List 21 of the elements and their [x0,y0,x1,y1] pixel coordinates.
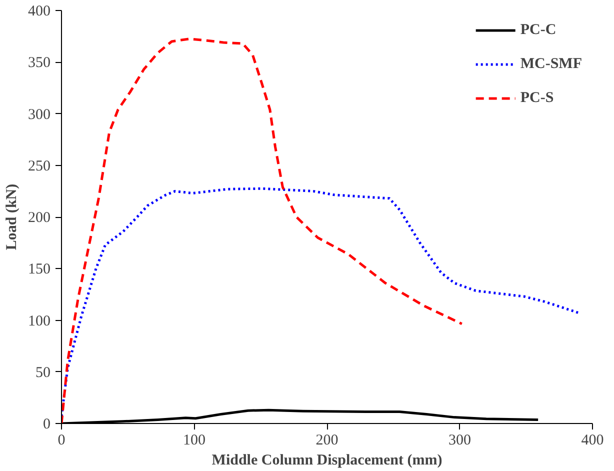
x-tick-label: 100 [183,432,206,448]
y-tick-label: 0 [43,416,50,432]
x-tick-label: 0 [58,432,66,448]
y-tick-label: 350 [28,55,50,72]
x-tick-label: 300 [448,432,471,448]
y-axis-title: Load (kN) [4,184,20,250]
line-series [62,187,580,418]
legend-label: PC-S [520,90,554,106]
y-tick-label: 50 [36,364,50,381]
y-tick-label: 300 [28,106,50,123]
line-series [62,38,464,424]
legend-label: PC-C [520,22,556,38]
y-tick-label: 400 [28,4,50,20]
x-axis-title: Middle Column Displacement (mm) [212,452,442,468]
y-tick-label: 150 [28,262,50,278]
y-tick-label: 200 [28,210,50,226]
x-tick-label: 400 [581,432,604,448]
y-tick-label: 100 [28,313,50,330]
x-tick-label: 200 [316,432,338,448]
legend-label: MC-SMF [520,56,582,72]
y-tick-label: 250 [28,158,50,174]
